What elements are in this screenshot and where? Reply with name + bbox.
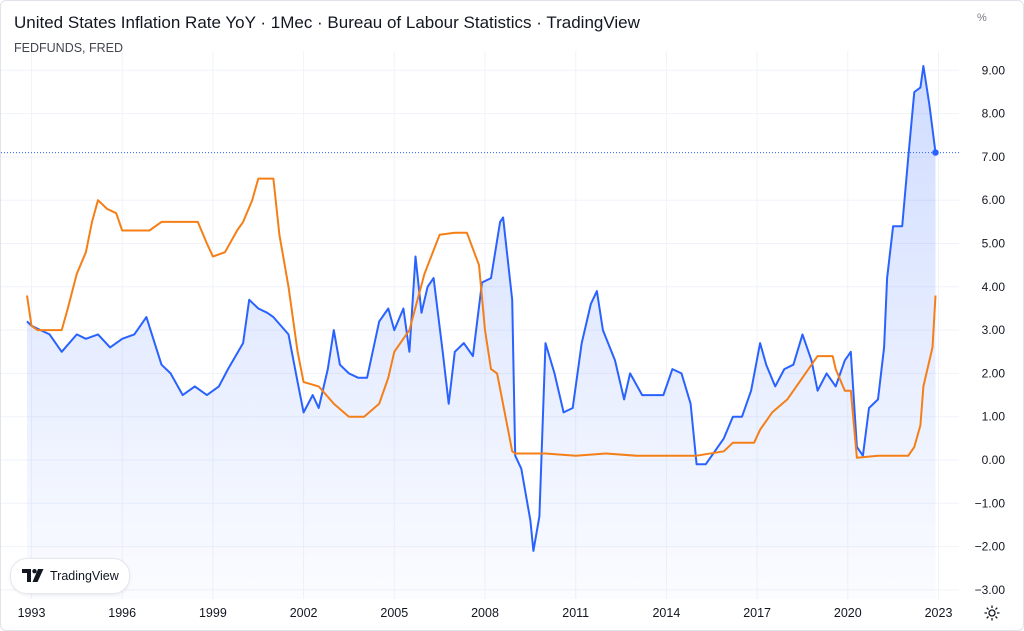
chart-title: United States Inflation Rate YoY · 1Mec … xyxy=(14,13,640,32)
x-tick-label: 2017 xyxy=(743,606,771,620)
chart-subtitle: FEDFUNDS, FRED xyxy=(14,41,124,55)
fedfunds-line xyxy=(26,177,937,459)
y-tick-label: 5.00 xyxy=(982,237,1006,251)
x-tick-label: 1999 xyxy=(199,606,227,620)
area-fill xyxy=(27,66,936,599)
y-tick-label: −3.00 xyxy=(975,583,1006,597)
watermark-label: TradingView xyxy=(50,569,119,583)
series-lines xyxy=(26,65,939,552)
y-tick-label: 9.00 xyxy=(982,63,1006,77)
tradingview-watermark[interactable]: TradingView xyxy=(10,558,130,594)
x-tick-label: 2014 xyxy=(652,606,680,620)
y-tick-label: 3.00 xyxy=(982,323,1006,337)
y-tick-label: −2.00 xyxy=(975,540,1006,554)
x-tick-label: 1993 xyxy=(18,606,46,620)
tradingview-logo-icon xyxy=(22,569,44,582)
y-tick-label: 2.00 xyxy=(982,366,1006,380)
y-tick-label: 6.00 xyxy=(982,193,1006,207)
x-axis: 1993 1996 1999 2002 2005 2008 2011 2014 2017 2020… xyxy=(18,606,953,620)
inflation-area xyxy=(27,66,936,599)
x-tick-label: 1996 xyxy=(108,606,136,620)
y-tick-label: 4.00 xyxy=(982,280,1006,294)
y-tick-label: 1.00 xyxy=(982,410,1006,424)
unit-label: % xyxy=(977,12,987,24)
y-tick-label: 0.00 xyxy=(982,453,1006,467)
inflation-last-point xyxy=(932,149,939,156)
x-tick-label: 2002 xyxy=(290,606,318,620)
x-tick-label: 2023 xyxy=(925,606,953,620)
y-tick-label: 8.00 xyxy=(982,107,1006,121)
inflation-line xyxy=(26,65,937,552)
gear-icon[interactable] xyxy=(983,604,1001,622)
x-tick-label: 2005 xyxy=(380,606,408,620)
x-tick-label: 2008 xyxy=(471,606,499,620)
y-tick-label: −1.00 xyxy=(975,496,1006,510)
y-axis: 9.00 8.00 7.00 6.00 5.00 4.00 3.00 2.00 1.00 0.00… xyxy=(975,63,1006,597)
x-tick-label: 2020 xyxy=(834,606,862,620)
y-tick-label: 7.00 xyxy=(982,150,1006,164)
x-tick-label: 2011 xyxy=(562,606,589,620)
